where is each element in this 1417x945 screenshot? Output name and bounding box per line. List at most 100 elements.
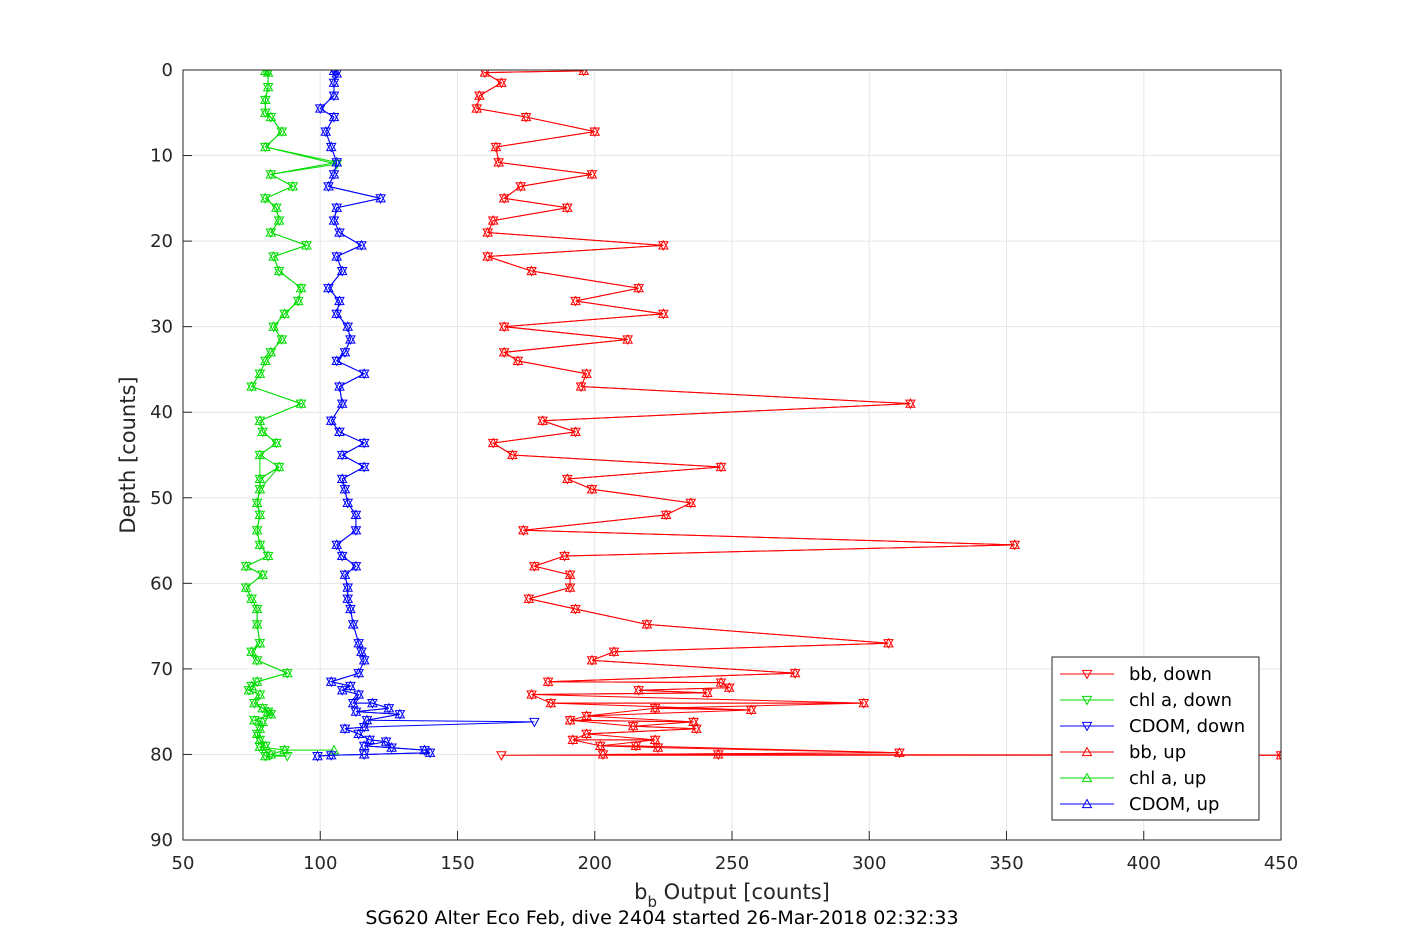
data-point — [633, 684, 645, 695]
data-point — [260, 107, 271, 117]
legend-box — [1051, 656, 1260, 821]
data-point — [240, 582, 252, 592]
data-point — [339, 723, 351, 733]
legend-marker — [1081, 721, 1093, 732]
data-point — [394, 708, 406, 719]
data-point — [350, 524, 362, 535]
data-point — [564, 714, 576, 725]
data-point — [356, 239, 367, 250]
data-point — [515, 180, 526, 191]
x-tick-label: 350 — [989, 853, 1023, 874]
data-point — [325, 749, 337, 760]
data-point — [482, 227, 494, 237]
data-point — [358, 437, 370, 448]
data-point — [586, 483, 598, 494]
series-layer — [240, 70, 1281, 762]
x-tick-label: 250 — [715, 853, 749, 874]
data-point — [353, 689, 365, 699]
data-point — [715, 461, 727, 472]
data-point — [342, 321, 354, 331]
data-point — [658, 308, 669, 318]
data-point — [526, 265, 537, 276]
data-point — [561, 473, 573, 484]
figure-caption: SG620 Alter Eco Feb, dive 2404 started 2… — [365, 907, 958, 929]
data-point — [265, 748, 277, 759]
legend-marker — [1081, 669, 1093, 680]
legend-item: CDOM, up — [1060, 794, 1219, 815]
data-point — [627, 720, 639, 731]
data-point — [545, 697, 557, 708]
legend-label: chl a, up — [1129, 768, 1206, 789]
data-point — [350, 509, 362, 519]
data-point — [273, 215, 285, 225]
data-point — [358, 748, 370, 759]
data-point — [339, 569, 351, 579]
data-point — [312, 750, 323, 761]
data-point — [334, 295, 345, 306]
data-point — [251, 654, 263, 665]
data-point — [251, 524, 263, 535]
data-point — [251, 728, 263, 739]
data-point — [586, 654, 598, 665]
y-tick-label: 30 — [150, 317, 173, 338]
data-point — [570, 603, 581, 614]
data-point — [356, 646, 367, 656]
data-point — [257, 569, 268, 579]
data-point — [723, 682, 735, 692]
data-point — [685, 497, 697, 508]
data-point — [251, 676, 263, 686]
data-point — [350, 560, 362, 571]
data-point — [419, 744, 430, 755]
x-axis-title-main: b — [634, 880, 647, 904]
data-point — [482, 250, 494, 261]
data-point — [347, 697, 359, 708]
data-point — [345, 603, 356, 614]
data-point — [512, 355, 524, 365]
data-point — [325, 676, 337, 686]
data-point — [257, 716, 268, 727]
data-point — [281, 667, 293, 678]
series-line — [317, 70, 431, 757]
x-tick-label: 200 — [578, 853, 612, 874]
data-point — [265, 708, 277, 719]
data-point — [490, 141, 502, 152]
data-point — [254, 368, 266, 378]
data-point — [273, 265, 285, 276]
y-tick-label: 20 — [150, 231, 173, 252]
data-point — [328, 111, 340, 122]
data-point — [715, 677, 727, 687]
data-point — [262, 70, 274, 77]
data-point — [254, 473, 266, 484]
legend-label: CDOM, up — [1129, 794, 1219, 815]
data-point — [260, 141, 271, 152]
data-point — [498, 321, 510, 331]
data-point — [246, 593, 257, 603]
data-point — [496, 751, 507, 761]
data-point — [331, 70, 343, 78]
data-point — [353, 728, 365, 739]
data-point — [251, 603, 263, 614]
data-point — [265, 227, 277, 237]
data-point — [487, 215, 499, 225]
y-tick-label: 10 — [150, 146, 173, 167]
data-point — [564, 569, 576, 579]
x-axis-title-subscript: b — [647, 893, 657, 911]
data-point — [380, 736, 392, 746]
data-point — [257, 426, 268, 436]
data-point — [383, 702, 395, 713]
data-point — [295, 282, 307, 293]
legend-marker — [1081, 746, 1093, 757]
data-point — [301, 239, 312, 250]
x-axis-title-rest: Output [counts] — [657, 880, 830, 904]
data-point — [542, 676, 554, 686]
data-point — [260, 94, 271, 105]
data-point — [487, 437, 499, 448]
data-point — [529, 560, 540, 571]
series-line — [476, 70, 1281, 756]
data-point — [526, 689, 537, 699]
data-point — [325, 415, 337, 425]
series-chl-a-up — [240, 70, 343, 761]
data-point — [336, 398, 348, 408]
data-point — [254, 723, 266, 733]
data-point — [254, 415, 266, 425]
